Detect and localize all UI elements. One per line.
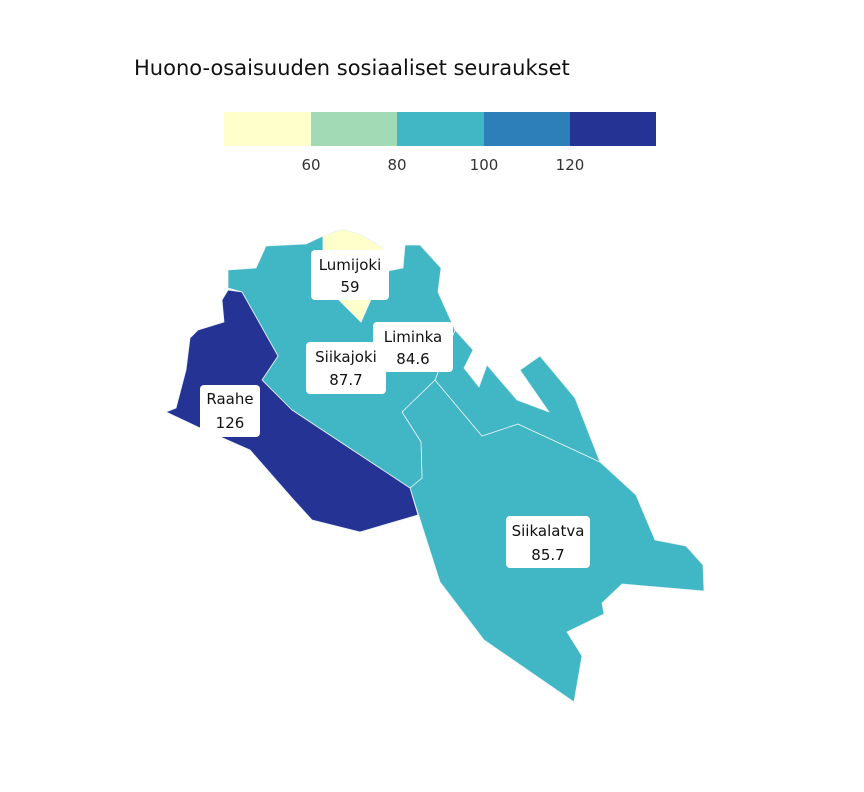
label-value-lumijoki: 59 bbox=[340, 278, 359, 296]
label-name-siikalatva: Siikalatva bbox=[512, 522, 585, 540]
label-box-raahe bbox=[200, 385, 260, 437]
legend-tick-100: 100 bbox=[470, 156, 499, 174]
label-name-siikajoki: Siikajoki bbox=[315, 348, 377, 366]
label-name-raahe: Raahe bbox=[206, 390, 253, 408]
legend-tick-80: 80 bbox=[387, 156, 406, 174]
label-siikajoki: Siikajoki 87.7 bbox=[306, 342, 386, 394]
label-box-liminka bbox=[373, 322, 453, 372]
region-liminka[interactable] bbox=[434, 329, 601, 463]
legend-swatch-3 bbox=[484, 112, 570, 146]
label-box-lumijoki bbox=[311, 250, 389, 300]
region-labels: Lumijoki 59 Liminka 84.6 Siikajoki 87.7 … bbox=[200, 250, 590, 568]
legend-swatch-2 bbox=[397, 112, 484, 146]
label-box-siikajoki bbox=[306, 342, 386, 394]
label-value-siikalatva: 85.7 bbox=[531, 546, 564, 564]
label-value-raahe: 126 bbox=[216, 414, 245, 432]
legend-swatch-1 bbox=[311, 112, 397, 146]
legend: 60 80 100 120 bbox=[224, 112, 656, 174]
legend-tick-60: 60 bbox=[301, 156, 320, 174]
legend-swatch-4 bbox=[570, 112, 656, 146]
label-name-lumijoki: Lumijoki bbox=[319, 256, 382, 274]
label-raahe: Raahe 126 bbox=[200, 385, 260, 437]
region-raahe[interactable] bbox=[165, 289, 419, 533]
label-box-siikalatva bbox=[506, 516, 590, 568]
label-name-liminka: Liminka bbox=[384, 328, 442, 346]
regions bbox=[165, 228, 705, 703]
label-value-liminka: 84.6 bbox=[396, 350, 429, 368]
label-liminka: Liminka 84.6 bbox=[373, 322, 453, 372]
label-lumijoki: Lumijoki 59 bbox=[311, 250, 389, 300]
label-siikalatva: Siikalatva 85.7 bbox=[506, 516, 590, 568]
legend-swatch-0 bbox=[224, 112, 311, 146]
legend-tick-120: 120 bbox=[556, 156, 585, 174]
map-title: Huono-osaisuuden sosiaaliset seuraukset bbox=[134, 56, 570, 80]
label-value-siikajoki: 87.7 bbox=[329, 371, 362, 389]
